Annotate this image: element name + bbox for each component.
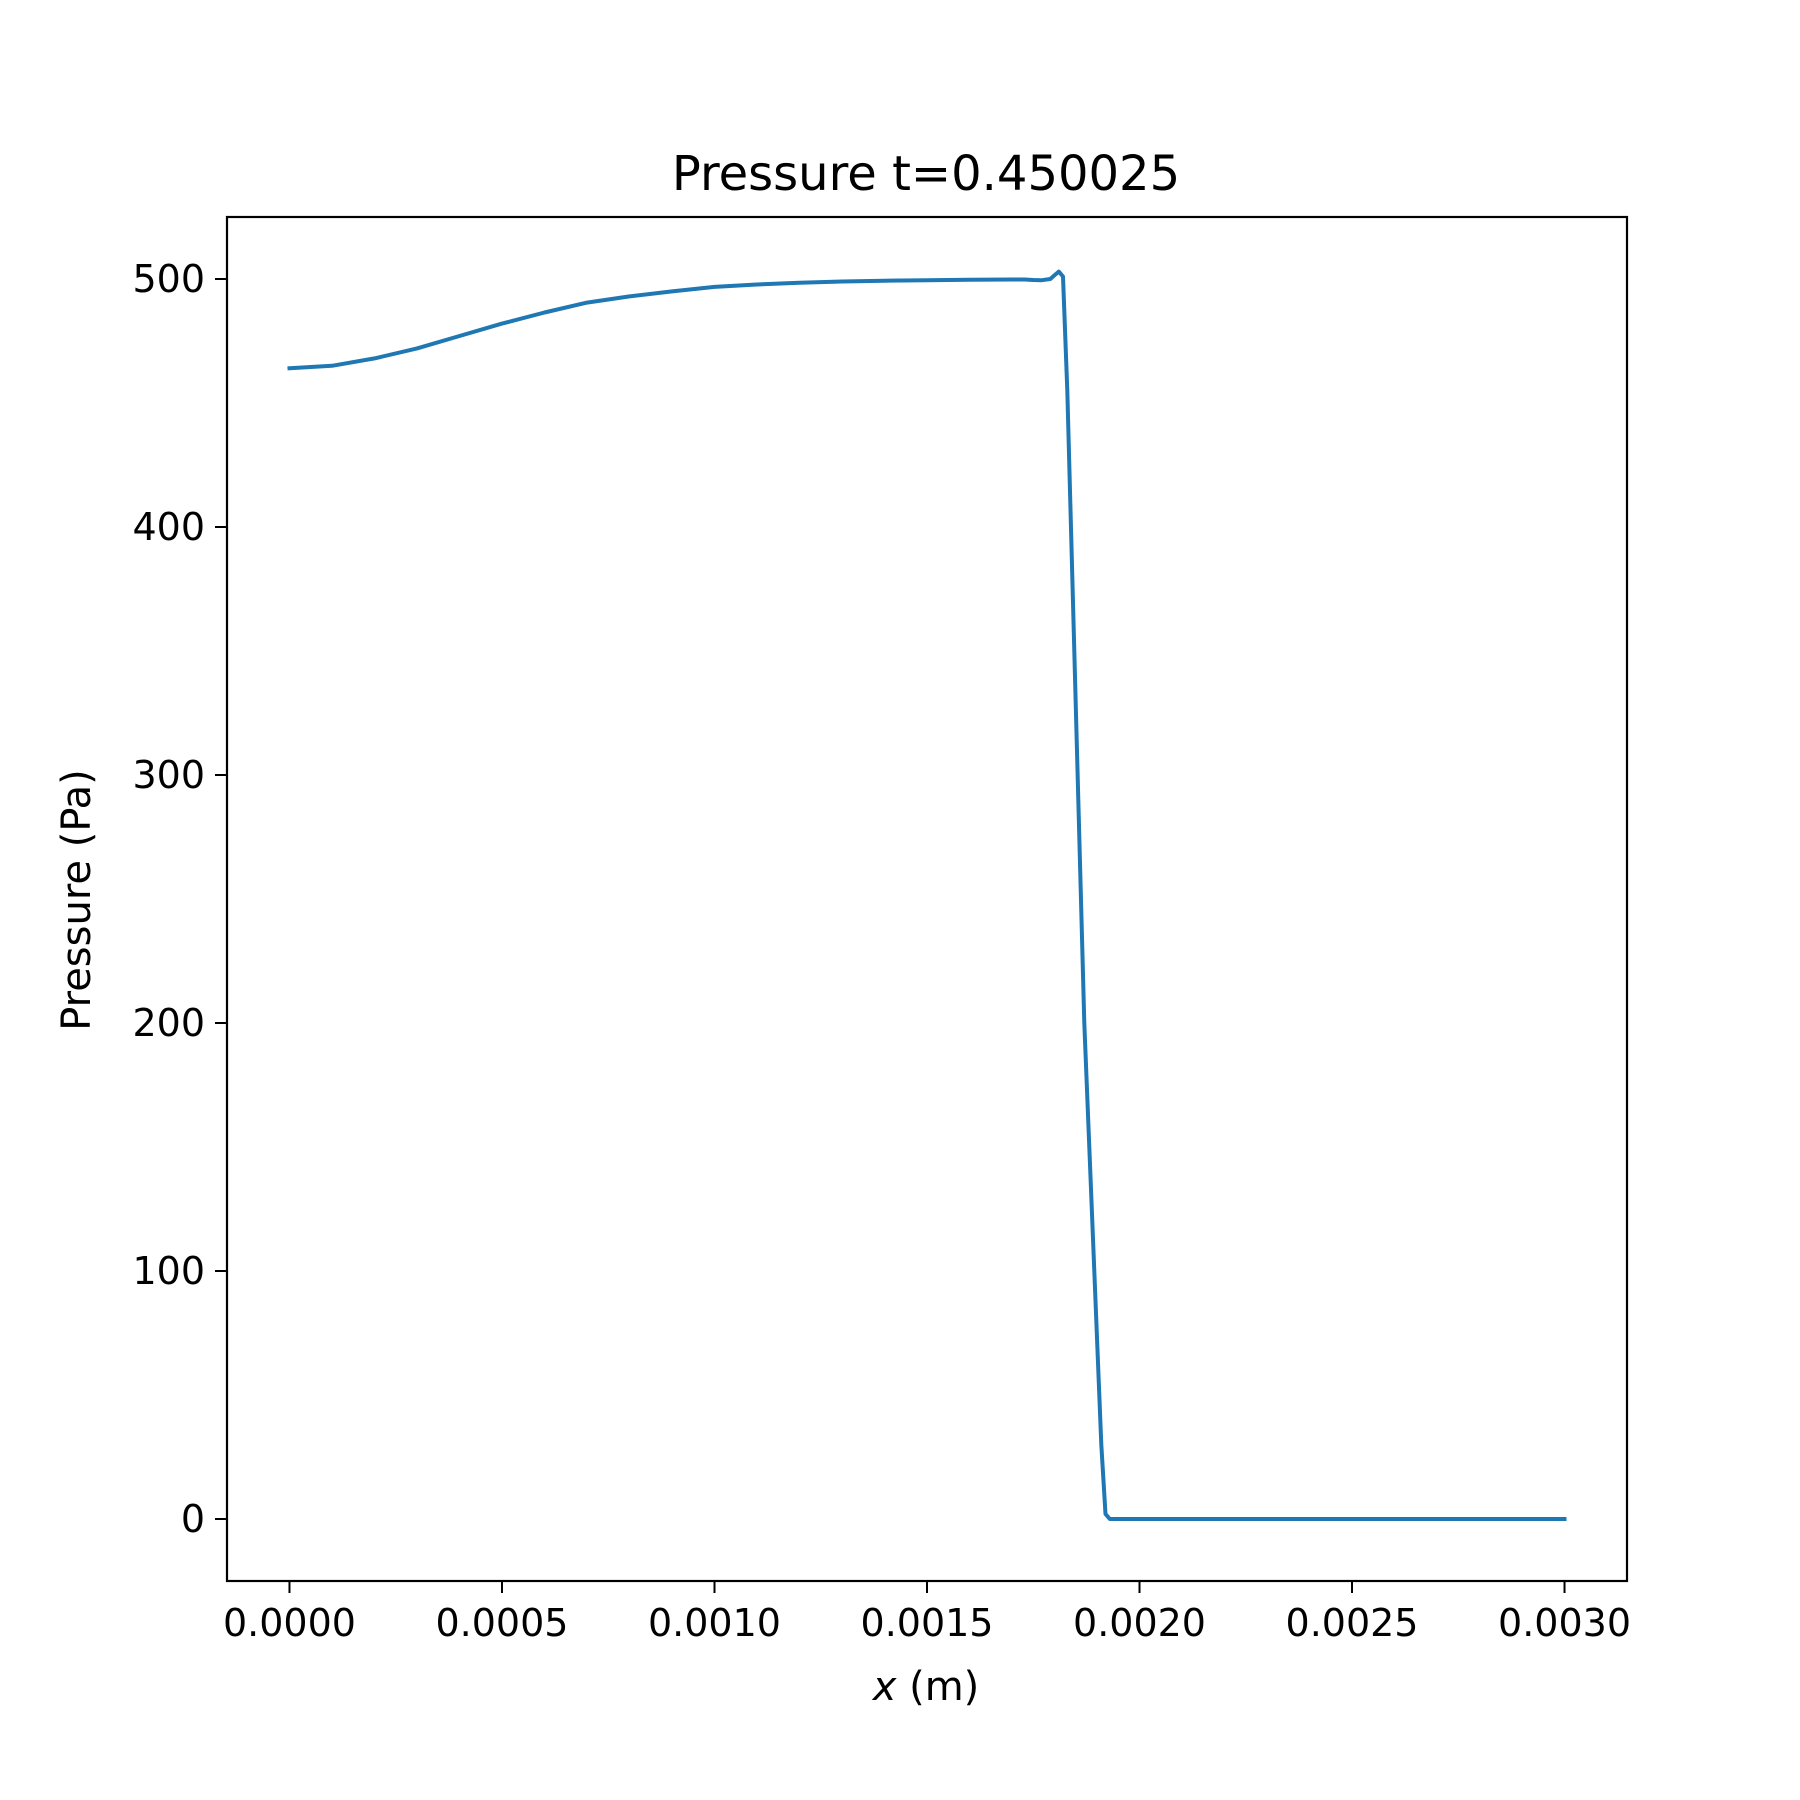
axes-frame [225, 215, 1629, 1583]
x-tick-label: 0.0000 [223, 1601, 356, 1645]
y-tick-label: 200 [132, 1001, 205, 1045]
x-axis-label-unit: (m) [896, 1664, 979, 1710]
x-tick-label: 0.0020 [1073, 1601, 1206, 1645]
y-tick-label: 400 [132, 505, 205, 549]
x-tick-label: 0.0010 [648, 1601, 781, 1645]
y-tick-label: 100 [132, 1249, 205, 1293]
y-tick-label: 500 [132, 257, 205, 301]
x-tick-label: 0.0025 [1286, 1601, 1419, 1645]
plot-line-layer [287, 269, 1567, 1521]
x-tick-label: 0.0005 [436, 1601, 569, 1645]
y-axis-label: Pressure (Pa) [54, 769, 100, 1031]
x-axis-label: x (m) [871, 1664, 980, 1710]
x-axis-label-variable: x [871, 1664, 897, 1710]
x-tick-label: 0.0030 [1498, 1601, 1631, 1645]
y-tick-label: 300 [132, 753, 205, 797]
pressure-series-line [287, 269, 1567, 1521]
chart-title: Pressure t=0.450025 [672, 146, 1180, 202]
y-tick-label: 0 [181, 1497, 205, 1541]
x-tick-label: 0.0015 [861, 1601, 994, 1645]
ticks-layer: 0.0000 0.0005 0.0010 0.0015 0.0020 0.0025 0.00… [132, 257, 1631, 1645]
